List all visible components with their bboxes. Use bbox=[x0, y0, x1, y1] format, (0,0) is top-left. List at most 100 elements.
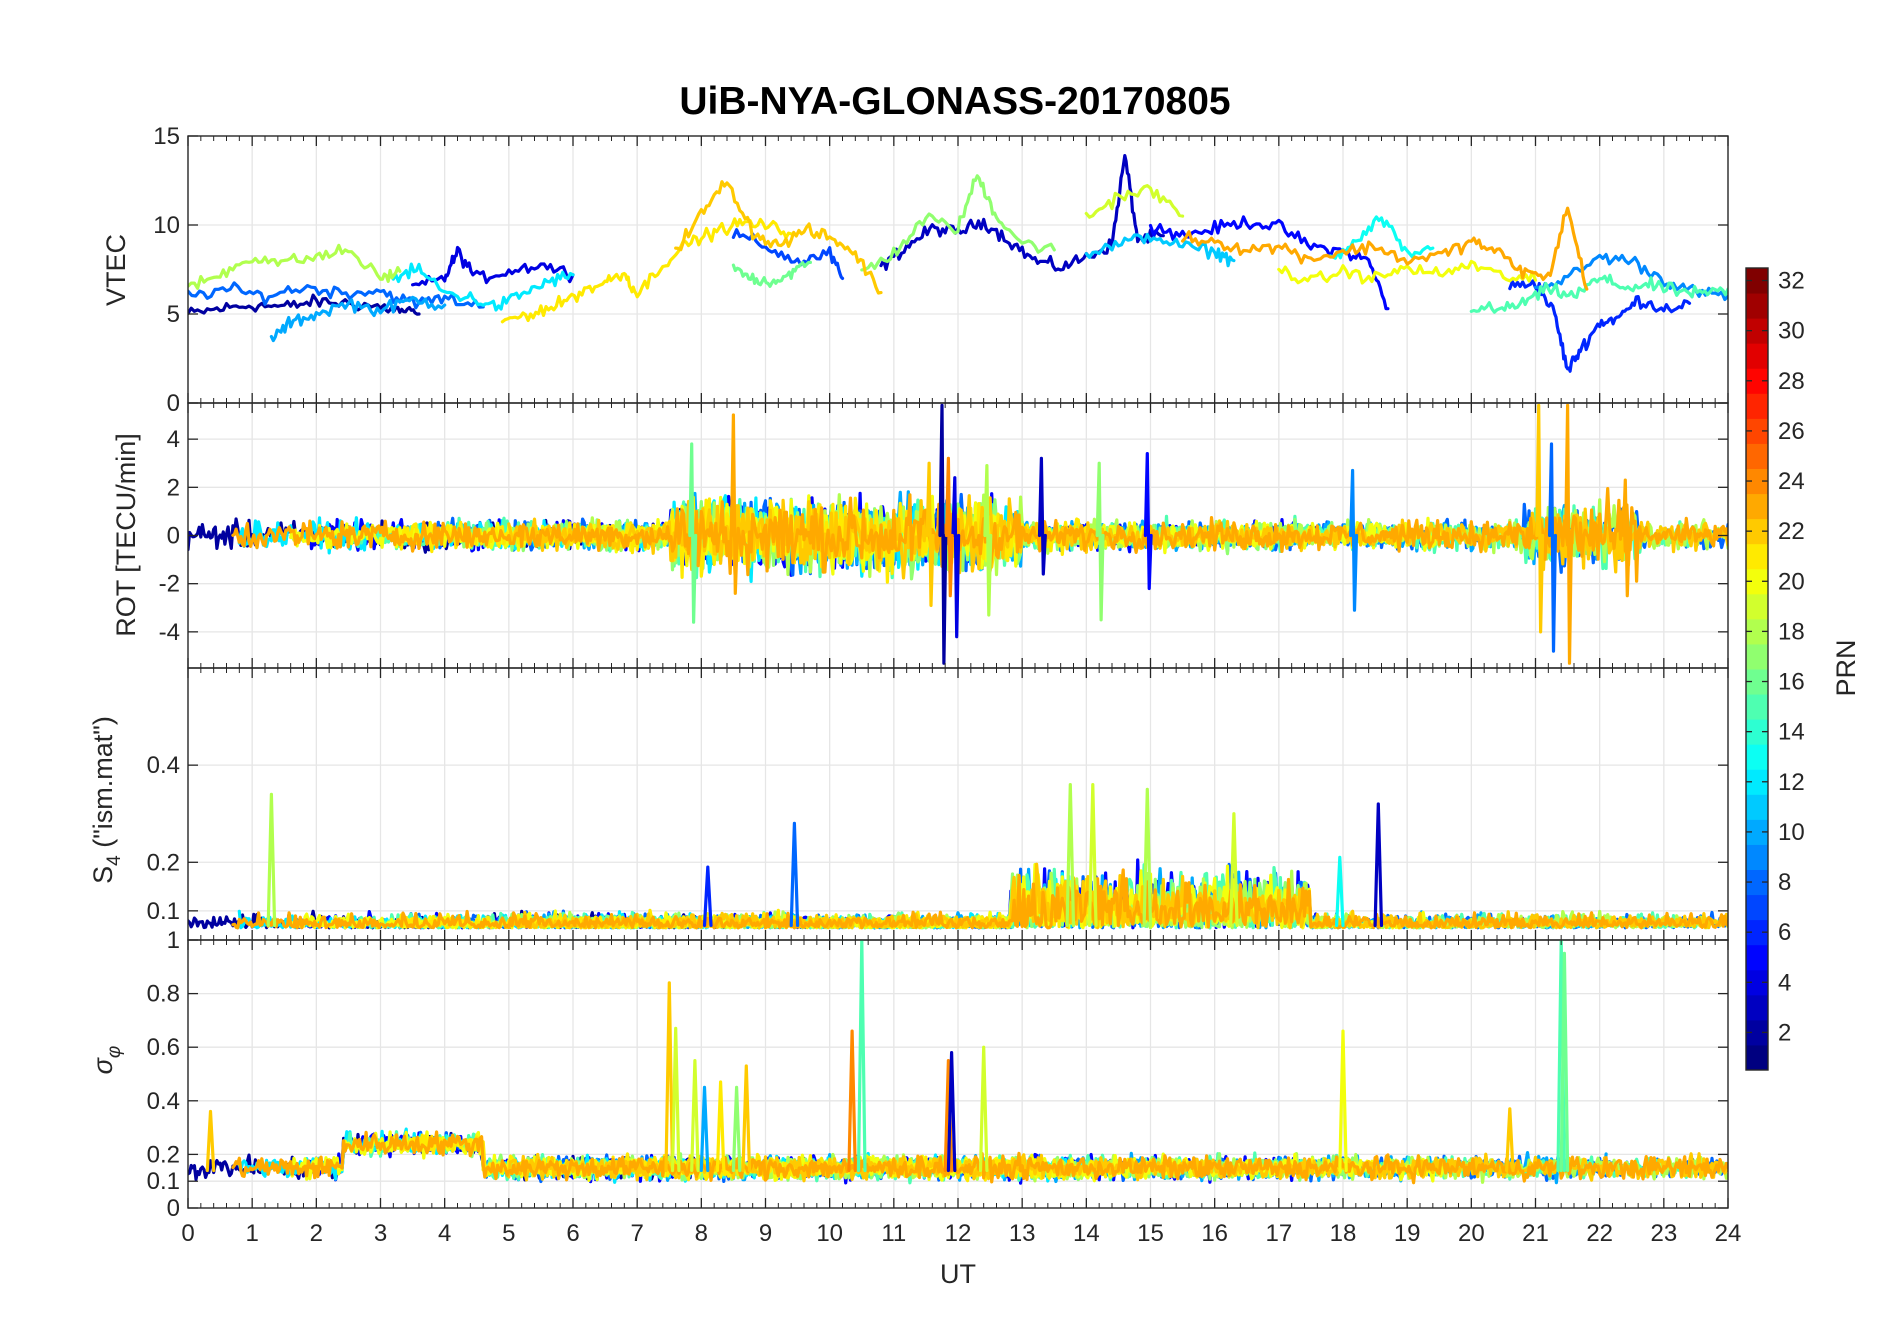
colorbar-swatch bbox=[1746, 343, 1768, 369]
y-axis-label-vtec: VTEC bbox=[101, 234, 131, 306]
x-tick-label: 24 bbox=[1715, 1220, 1742, 1247]
colorbar-swatch bbox=[1746, 919, 1768, 946]
sigma_phi-spike-prn-3 bbox=[946, 1051, 957, 1173]
x-axis-label: UT bbox=[940, 1259, 976, 1289]
colorbar-tick-label: 12 bbox=[1778, 769, 1805, 796]
colorbar-swatch bbox=[1746, 443, 1768, 469]
y-axis-s4: 0.1 0.2 0.4 bbox=[147, 752, 1728, 925]
y-tick-label: 0.2 bbox=[147, 1141, 180, 1168]
vtec-series-prn-5 bbox=[1148, 215, 1390, 311]
x-tick-label: 14 bbox=[1073, 1220, 1100, 1247]
x-tick-marks bbox=[187, 940, 1729, 1208]
x-tick-label: 22 bbox=[1586, 1220, 1613, 1247]
s4-spike-prn-13 bbox=[1335, 855, 1345, 928]
vtec-series-prn-13 bbox=[1328, 215, 1435, 260]
colorbar-swatch bbox=[1746, 268, 1768, 294]
rot-spike-prn-22 bbox=[1535, 403, 1545, 634]
y-tick-label: 4 bbox=[167, 426, 180, 453]
colorbar-swatch bbox=[1746, 518, 1768, 545]
rot-spike-prn-8 bbox=[1548, 442, 1557, 653]
vtec-series-prn-6 bbox=[1508, 279, 1692, 373]
y-tick-label: 0 bbox=[167, 390, 180, 417]
colorbar-swatch bbox=[1746, 468, 1768, 495]
colorbar-swatch bbox=[1746, 368, 1768, 394]
sigma_phi-spike-prn-21 bbox=[715, 1080, 726, 1173]
vtec-series-prn-18 bbox=[188, 243, 402, 290]
colorbar-swatch bbox=[1746, 869, 1768, 896]
y-tick-label: 2 bbox=[167, 474, 180, 501]
colorbar-swatch bbox=[1746, 643, 1768, 670]
vtec-series-prn-2 bbox=[188, 293, 421, 316]
x-tick-label: 19 bbox=[1394, 1220, 1421, 1247]
colorbar-swatch bbox=[1746, 1044, 1768, 1071]
y-axis-label-s4: S4 ("ism.mat") bbox=[88, 716, 125, 884]
colorbar-swatch bbox=[1746, 669, 1768, 695]
colorbar-tick-label: 16 bbox=[1778, 669, 1805, 696]
chart-title: UiB-NYA-GLONASS-20170805 bbox=[679, 80, 1230, 123]
colorbar-swatch bbox=[1746, 969, 1768, 996]
rot-spike-prn-24 bbox=[944, 456, 954, 598]
x-tick-label: 12 bbox=[945, 1220, 972, 1247]
x-tick-label: 13 bbox=[1009, 1220, 1036, 1247]
x-tick-label: 8 bbox=[695, 1220, 708, 1247]
rot-spike-prn-23 bbox=[729, 413, 739, 595]
sigma_phi-spike-prn-15 bbox=[856, 940, 867, 1173]
y-tick-label: 0.2 bbox=[147, 849, 180, 876]
vtec-series-prn-23 bbox=[1181, 206, 1589, 291]
rot-spike-prn-18 bbox=[983, 464, 993, 617]
vtec-series-prn-8 bbox=[188, 281, 485, 310]
y-tick-label: 0.1 bbox=[147, 1168, 180, 1195]
colorbar-swatch bbox=[1746, 719, 1768, 745]
x-tick-label: 23 bbox=[1650, 1220, 1677, 1247]
vtec-series-prn-21 bbox=[500, 217, 793, 324]
sigma_phi-spike-prn-22 bbox=[664, 981, 675, 1173]
y-tick-label: 0 bbox=[167, 1195, 180, 1222]
colorbar-tick-label: 6 bbox=[1778, 919, 1791, 946]
colorbar-tick-label: 24 bbox=[1778, 468, 1805, 495]
s4-spike-prn-8 bbox=[789, 821, 800, 928]
rot-spike-prn-3 bbox=[1037, 456, 1047, 576]
colorbar-tick-label: 30 bbox=[1778, 318, 1805, 345]
x-tick-label: 17 bbox=[1265, 1220, 1292, 1247]
rot-spike-prn-16 bbox=[688, 442, 698, 624]
y-tick-label: 0.4 bbox=[147, 752, 180, 779]
sigma_phi-spike-prn-19 bbox=[690, 1059, 700, 1173]
vtec-series-prn-16 bbox=[731, 260, 812, 288]
x-tick-label: 10 bbox=[816, 1220, 843, 1247]
x-tick-label: 7 bbox=[630, 1220, 643, 1247]
sigma_phi-spike-prn-22 bbox=[205, 1109, 216, 1173]
x-tick-marks bbox=[187, 136, 1729, 403]
y-axis-label-rot: ROT [TECU/min] bbox=[111, 433, 141, 637]
data-layer bbox=[188, 940, 1728, 1185]
s4-spike-prn-3 bbox=[1373, 802, 1384, 928]
x-tick-label: 3 bbox=[374, 1220, 387, 1247]
colorbar-swatch bbox=[1746, 744, 1768, 770]
sigma_phi-spike-prn-17 bbox=[731, 1085, 742, 1173]
sigma_phi-spike-prn-16 bbox=[1559, 951, 1570, 1173]
x-tick-label: 1 bbox=[245, 1220, 258, 1247]
y-tick-label: -2 bbox=[159, 571, 180, 598]
y-tick-label: 15 bbox=[153, 123, 180, 150]
sigma_phi-spike-prn-10 bbox=[699, 1085, 710, 1173]
gridlines bbox=[188, 940, 1728, 1208]
data-layer bbox=[188, 154, 1728, 373]
colorbar-tick-label: 2 bbox=[1778, 1019, 1791, 1046]
panel-rot: -4 -2 0 2 4 ROT [TECU/min] bbox=[111, 402, 1729, 669]
panel-vtec: 0 5 10 15 VTEC bbox=[101, 123, 1729, 417]
x-tick-label: 18 bbox=[1330, 1220, 1357, 1247]
y-tick-label: 5 bbox=[167, 301, 180, 328]
colorbar-swatch bbox=[1746, 1019, 1768, 1046]
colorbar-tick-label: 28 bbox=[1778, 368, 1805, 395]
vtec-series-prn-17 bbox=[860, 174, 1056, 272]
y-axis-vtec: 0 5 10 15 bbox=[153, 123, 1728, 417]
x-tick-label: 16 bbox=[1201, 1220, 1228, 1247]
sigma_phi-spike-prn-24 bbox=[847, 1029, 857, 1173]
colorbar-tick-label: 20 bbox=[1778, 568, 1805, 595]
vtec-series-prn-15 bbox=[1469, 273, 1728, 314]
x-tick-label: 9 bbox=[759, 1220, 772, 1247]
rot-spike-prn-2 bbox=[938, 403, 948, 665]
s4-spike-prn-6 bbox=[702, 865, 713, 928]
gridlines bbox=[188, 668, 1728, 940]
vtec-series-prn-12 bbox=[391, 262, 575, 312]
colorbar-swatch bbox=[1746, 493, 1768, 520]
